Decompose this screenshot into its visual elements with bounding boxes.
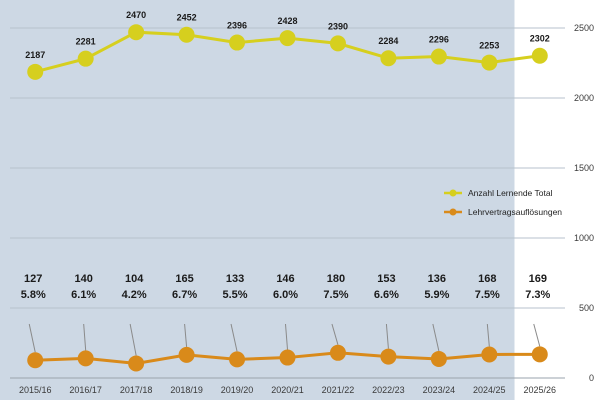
annotation-percent: 5.5% <box>223 289 248 301</box>
annotation-leader <box>83 323 87 351</box>
point-aufloesungen <box>430 350 447 367</box>
annotation-percent: 5.8% <box>21 289 46 301</box>
y-tick-label: 500 <box>579 303 594 313</box>
legend-label: Lehrvertragsauflösungen <box>468 207 562 217</box>
annotation-percent: 5.9% <box>424 289 449 301</box>
annotation-percent: 7.5% <box>475 289 500 301</box>
annotation-percent: 7.3% <box>525 289 550 301</box>
x-tick-label: 2015/16 <box>19 385 52 395</box>
annotation-leader <box>331 323 339 345</box>
point-aufloesungen <box>380 348 397 365</box>
annotation-leader <box>129 323 137 356</box>
annotation-leader <box>385 323 389 349</box>
x-tick-label: 2022/23 <box>372 385 405 395</box>
x-tick-label: 2023/24 <box>423 385 456 395</box>
point-aufloesungen <box>279 349 296 366</box>
annotation-percent: 6.6% <box>374 289 399 301</box>
annotation-leader <box>486 323 490 347</box>
point-lernende <box>77 50 94 67</box>
annotation-count: 165 <box>175 273 193 285</box>
annotation-count: 169 <box>529 273 547 285</box>
y-tick-label: 2500 <box>574 23 594 33</box>
data-label-lernende: 2302 <box>530 34 550 44</box>
annotation-leader <box>28 323 36 353</box>
point-lernende <box>229 34 246 51</box>
axis-band-background <box>0 378 515 400</box>
annotation-count: 146 <box>276 273 294 285</box>
point-aufloesungen <box>128 355 145 372</box>
point-aufloesungen <box>77 350 94 367</box>
y-tick-label: 1000 <box>574 233 594 243</box>
annotation-leader <box>230 323 238 352</box>
point-lernende <box>128 24 145 41</box>
point-aufloesungen <box>531 346 548 363</box>
x-tick-label: 2019/20 <box>221 385 254 395</box>
x-tick-label: 2021/22 <box>322 385 355 395</box>
y-tick-label: 2000 <box>574 93 594 103</box>
annotation-leader <box>184 323 188 347</box>
data-label-lernende: 2284 <box>378 36 398 46</box>
point-lernende <box>380 50 397 67</box>
data-label-lernende: 2187 <box>25 50 45 60</box>
data-label-lernende: 2296 <box>429 35 449 45</box>
data-label-lernende: 2253 <box>479 41 499 51</box>
annotation-count: 140 <box>75 273 93 285</box>
x-tick-label: 2016/17 <box>69 385 102 395</box>
annotation-percent: 6.7% <box>172 289 197 301</box>
data-label-lernende: 2390 <box>328 21 348 31</box>
annotation-count: 104 <box>125 273 144 285</box>
annotation-percent: 4.2% <box>122 289 147 301</box>
annotation-count: 136 <box>428 273 446 285</box>
annotation-percent: 6.1% <box>71 289 96 301</box>
legend-marker <box>449 189 457 197</box>
point-lernende <box>481 54 498 71</box>
point-aufloesungen <box>329 344 346 361</box>
point-aufloesungen <box>27 352 44 369</box>
annotation-leader <box>432 323 440 352</box>
y-tick-label: 0 <box>589 373 594 383</box>
data-label-lernende: 2452 <box>177 13 197 23</box>
data-label-lernende: 2428 <box>277 16 297 26</box>
y-tick-label: 1500 <box>574 163 594 173</box>
annotation-leader <box>285 323 288 350</box>
annotation-count: 127 <box>24 273 42 285</box>
x-tick-label: 2017/18 <box>120 385 153 395</box>
annotation-count: 153 <box>377 273 395 285</box>
legend-marker <box>449 208 457 216</box>
annotation-percent: 7.5% <box>323 289 348 301</box>
point-aufloesungen <box>178 346 195 363</box>
point-lernende <box>27 63 44 80</box>
x-tick-label: 2018/19 <box>170 385 203 395</box>
x-tick-label: 2020/21 <box>271 385 304 395</box>
point-lernende <box>279 30 296 47</box>
annotation-count: 133 <box>226 273 244 285</box>
annotation-count: 180 <box>327 273 345 285</box>
data-label-lernende: 2281 <box>76 37 96 47</box>
legend-label: Anzahl Lernende Total <box>468 188 553 198</box>
x-tick-label: 2025/26 <box>523 385 556 395</box>
point-lernende <box>329 35 346 52</box>
point-lernende <box>531 47 548 64</box>
annotation-count: 168 <box>478 273 496 285</box>
data-label-lernende: 2470 <box>126 10 146 20</box>
point-lernende <box>430 48 447 65</box>
annotation-percent: 6.0% <box>273 289 298 301</box>
point-lernende <box>178 26 195 43</box>
annotation-leader <box>533 323 541 347</box>
x-tick-label: 2024/25 <box>473 385 506 395</box>
data-label-lernende: 2396 <box>227 21 247 31</box>
point-aufloesungen <box>229 351 246 368</box>
point-aufloesungen <box>481 346 498 363</box>
